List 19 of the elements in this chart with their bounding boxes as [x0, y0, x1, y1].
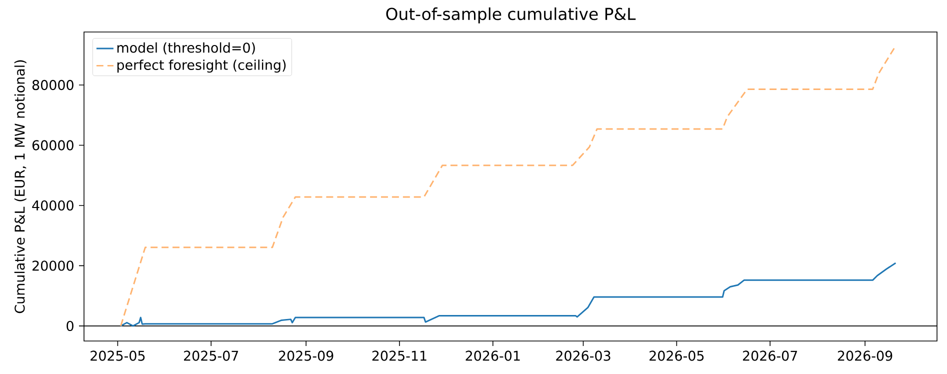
- y-tick-label: 60000: [32, 140, 74, 150]
- y-tick-label: 80000: [32, 80, 74, 90]
- y-tick-label: 20000: [32, 260, 74, 271]
- x-tick-label: 2025-05: [90, 350, 145, 361]
- x-tick-label: 2025-07: [184, 350, 238, 361]
- x-tick-label: 2025-09: [278, 350, 334, 361]
- line-series: [120, 262, 896, 327]
- legend-label: model (threshold=0): [117, 42, 255, 54]
- x-tick-label: 2026-05: [650, 350, 704, 361]
- legend-label: perfect foresight (ceiling): [117, 60, 286, 73]
- x-tick-label: 2026-01: [466, 350, 520, 361]
- x-tick-label: 2025-11: [372, 350, 426, 361]
- x-tick-label: 2026-07: [742, 350, 798, 361]
- x-tick-label: 2026-03: [556, 350, 610, 361]
- y-axis-title: Cumulative P&L (EUR, 1 MW notional): [14, 60, 26, 314]
- y-tick-label: 0: [66, 320, 74, 332]
- chart-title: Out-of-sample cumulative P&L: [386, 7, 636, 24]
- x-tick-label: 2026-09: [838, 350, 892, 361]
- y-tick-label: 40000: [32, 200, 74, 211]
